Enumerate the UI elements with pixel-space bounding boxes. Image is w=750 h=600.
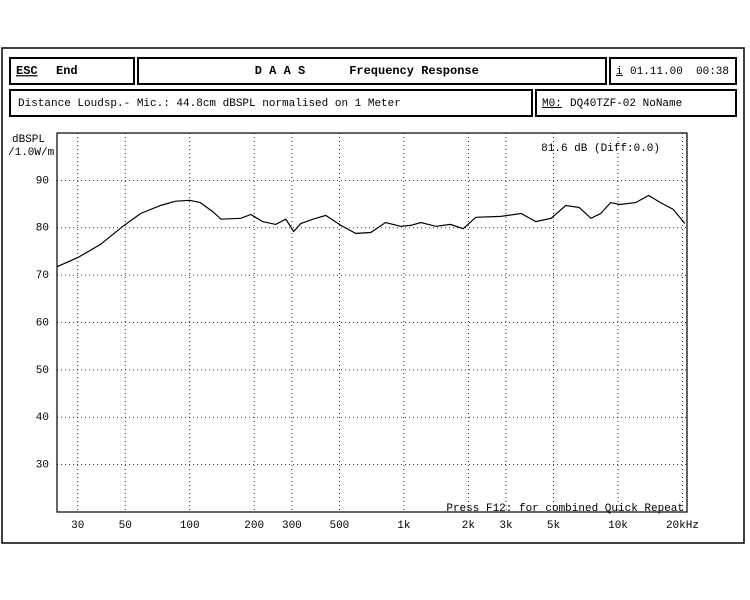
info-box [9,89,533,117]
y-tick-label: 80 [36,223,49,235]
memory-name: DQ40TZF-02 NoName [570,98,682,110]
y-tick-label: 60 [36,317,49,329]
title-box [137,57,607,85]
escape-box[interactable] [9,57,135,85]
x-tick-label: 50 [119,520,132,532]
date-box[interactable] [609,57,737,85]
end-label[interactable]: End [56,64,78,78]
esc-key[interactable]: ESC [16,64,38,78]
x-tick-label: 100 [180,520,200,532]
app-name: D A A S [255,64,305,78]
y-tick-label: 90 [36,175,49,187]
x-tick-label: 1k [397,520,411,532]
measurement-info: Distance Loudsp.- Mic.: 44.8cm dBSPL nor… [18,98,401,110]
plot-area [56,132,688,513]
response-curve [57,194,686,268]
memory-box[interactable] [535,89,737,117]
x-tick-label: 30 [71,520,84,532]
y-axis-label: /1.0W/m [8,147,55,159]
date: 01.11.00 [630,66,683,78]
x-tick-label: 200 [244,520,264,532]
level-readout: 81.6 dB (Diff:0.0) [541,143,660,155]
y-tick-label: 50 [36,365,49,377]
x-tick-label: 2k [462,520,476,532]
x-tick-label: 500 [329,520,349,532]
x-tick-label: 300 [282,520,302,532]
x-tick-label: 5k [547,520,561,532]
info-key[interactable]: i [616,66,623,78]
y-axis-label: dBSPL [12,134,45,146]
x-tick-label: 20kHz [666,520,699,532]
x-tick-label: 10k [608,520,628,532]
time: 00:38 [696,66,729,78]
y-tick-label: 40 [36,412,49,424]
y-tick-label: 70 [36,270,49,282]
y-tick-label: 30 [36,460,49,472]
hint: Press F12: for combined Quick Repeat [446,503,684,515]
x-tick-label: 3k [499,520,513,532]
memory-key[interactable]: M0: [542,98,562,110]
window-title: Frequency Response [349,64,479,78]
window-frame [1,47,745,544]
